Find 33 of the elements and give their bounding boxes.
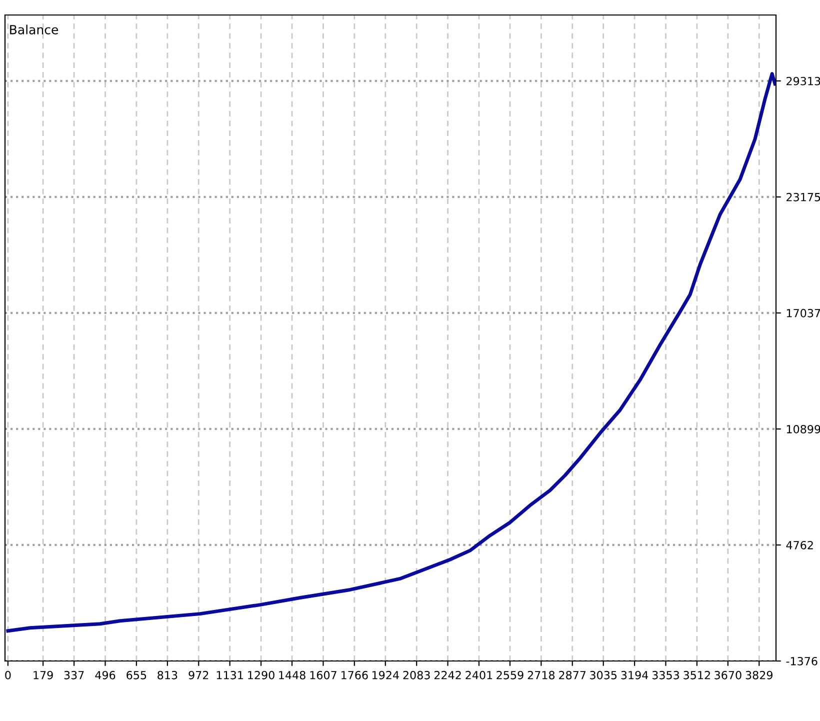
line-series bbox=[6, 72, 776, 633]
y-tick-label: 23175 bbox=[786, 192, 820, 202]
x-tick-label: 3829 bbox=[746, 670, 772, 680]
x-tick-label: 1766 bbox=[341, 670, 368, 680]
x-tick-label: 2559 bbox=[496, 670, 524, 680]
x-tick-label: 1131 bbox=[216, 670, 243, 680]
x-tick-label: 655 bbox=[126, 670, 146, 680]
y-tick-label: 29313 bbox=[786, 76, 820, 86]
x-tick-label: 3035 bbox=[590, 670, 617, 680]
x-tick-label: 3194 bbox=[621, 670, 648, 680]
x-tick-label: 1290 bbox=[248, 670, 274, 680]
x-tick-label: 3670 bbox=[714, 670, 742, 680]
x-tick-label: 2401 bbox=[466, 670, 492, 680]
x-tick-label: 0 bbox=[5, 670, 11, 680]
x-tick-label: 1607 bbox=[310, 670, 336, 680]
annotation: Balance bbox=[10, 24, 58, 34]
x-tick-label: 1924 bbox=[372, 670, 399, 680]
y-tick-label: 17037 bbox=[786, 308, 820, 318]
x-tick-label: 1448 bbox=[279, 670, 306, 680]
x-tick-label: 2718 bbox=[528, 670, 555, 680]
y-tick-label: -1376 bbox=[786, 656, 818, 666]
x-tick-label: 972 bbox=[188, 670, 208, 680]
x-tick-label: 2242 bbox=[434, 670, 461, 680]
x-tick-label: 2877 bbox=[559, 670, 586, 680]
y-tick-label: 4762 bbox=[786, 540, 813, 550]
x-tick-label: 3512 bbox=[684, 670, 710, 680]
x-tick-label: 179 bbox=[34, 670, 53, 680]
x-tick-label: 496 bbox=[95, 670, 116, 680]
x-tick-label: 3353 bbox=[652, 670, 679, 680]
x-tick-label: 813 bbox=[158, 670, 178, 680]
x-tick-label: 337 bbox=[64, 670, 84, 680]
x-tick-label: 2083 bbox=[403, 670, 430, 680]
y-tick-label: 10899 bbox=[786, 424, 820, 434]
